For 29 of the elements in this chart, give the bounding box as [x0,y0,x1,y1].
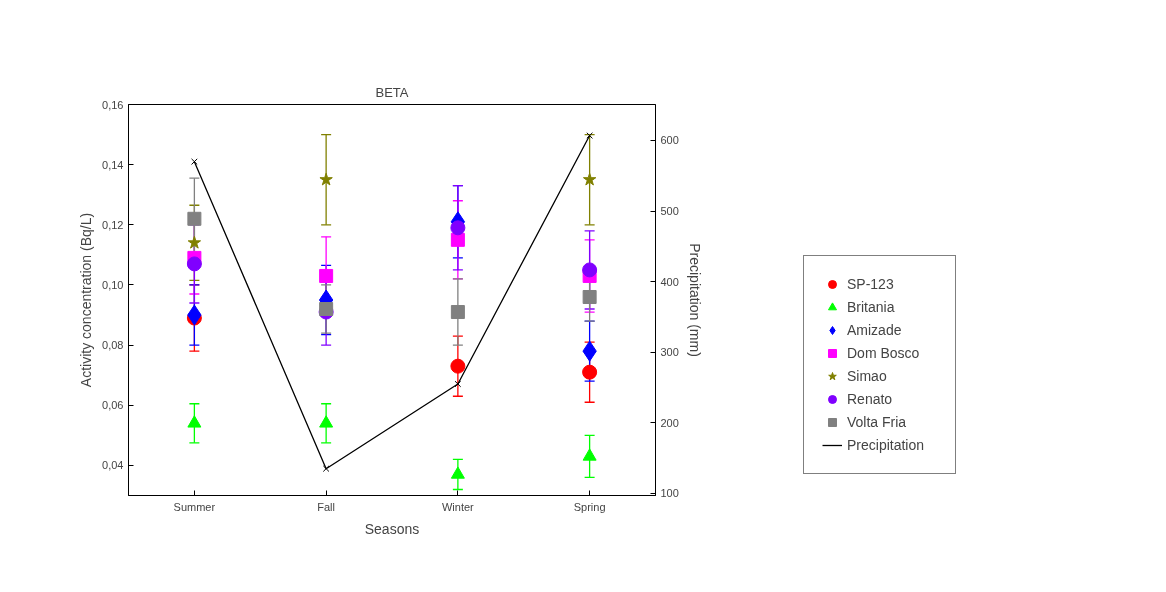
y-tick-label: 0,06 [102,399,124,412]
legend-label: Dom Bosco [847,345,921,361]
y-tick-label: 0,04 [102,459,124,472]
y-tick-label: 0,08 [102,339,124,352]
y-tick-label: 0,12 [102,218,124,231]
y-tick-label: 0,16 [102,98,124,111]
y2-axis-title: Precipitation (mm) [686,243,703,357]
legend-label: Amizade [847,322,903,338]
y-tick-label: 0,14 [102,158,124,171]
x-tick-label: Winter [441,500,475,513]
y2-tick-label: 500 [660,205,679,218]
x-tick-label: Spring [573,500,606,513]
legend-label: SP-123 [847,276,895,292]
legend-label: Volta Fria [847,414,908,430]
chart-title: BETA [375,84,409,100]
y-tick-label: 0,10 [102,278,124,291]
x-axis-title: Seasons [364,520,420,537]
y2-tick-label: 100 [660,487,679,500]
x-tick-label: Summer [173,500,216,513]
legend-label: Precipitation [847,437,926,453]
y2-tick-label: 200 [660,416,679,429]
legend-label: Britania [847,299,896,315]
legend-label: Renato [847,391,894,407]
y2-tick-label: 400 [660,275,679,288]
y-axis-title: Activity concentration (Bq/L) [78,212,95,388]
x-tick-label: Fall [317,500,335,513]
legend-label: Simao [847,368,888,384]
y2-tick-label: 600 [660,134,679,147]
y2-tick-label: 300 [660,346,679,359]
